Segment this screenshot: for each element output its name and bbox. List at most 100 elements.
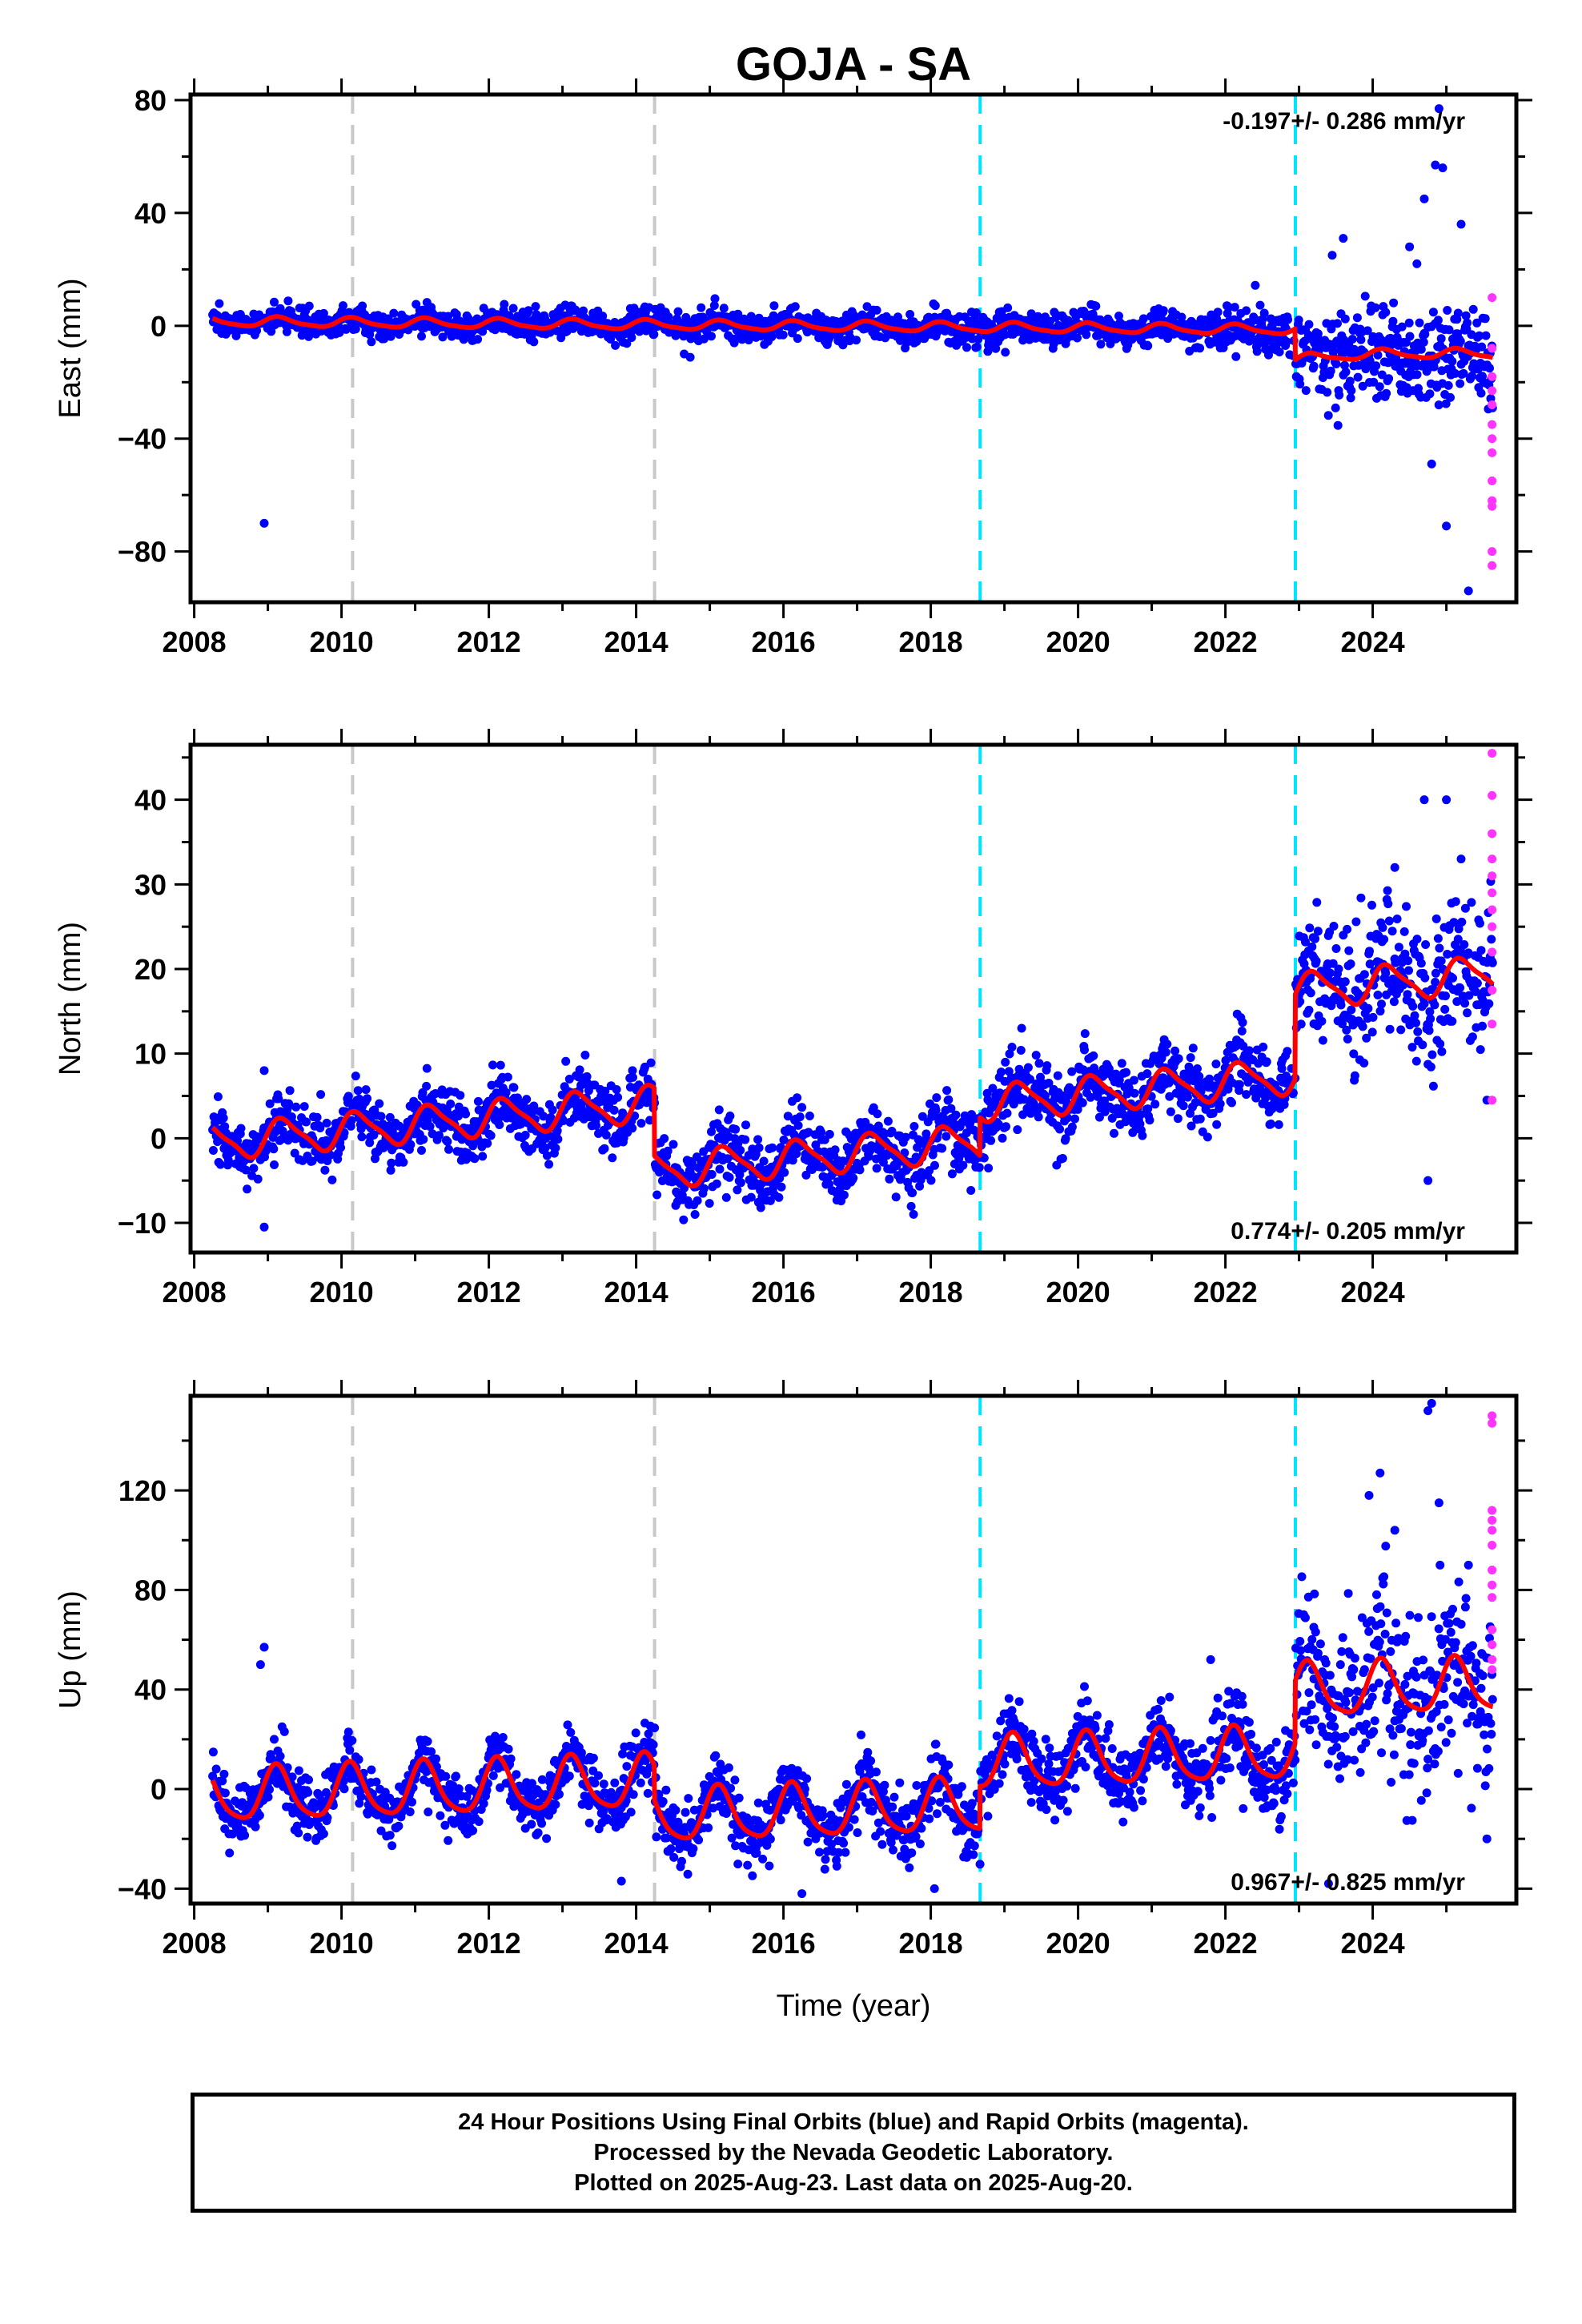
final-orbit-point	[1002, 1108, 1012, 1118]
x-tick-label: 2008	[163, 1276, 227, 1309]
final-orbit-point	[1463, 1008, 1472, 1018]
final-orbit-point	[375, 1099, 384, 1108]
final-orbit-point	[327, 1175, 337, 1184]
final-orbit-point	[1411, 1018, 1420, 1027]
final-orbit-point	[394, 1821, 404, 1831]
final-orbit-point	[942, 1132, 951, 1141]
final-orbit-point	[852, 336, 861, 345]
final-orbit-point	[1426, 1062, 1435, 1072]
final-orbit-point	[1408, 1002, 1418, 1011]
final-orbit-point	[1340, 977, 1350, 987]
final-orbit-point	[1333, 319, 1342, 328]
final-orbit-point	[1403, 990, 1412, 999]
final-orbit-point	[299, 1102, 309, 1112]
final-orbit-point	[1340, 314, 1350, 324]
final-orbit-point	[503, 1072, 512, 1082]
y-tick-label: −80	[118, 536, 167, 569]
final-orbit-point	[1333, 420, 1343, 430]
final-orbit-point	[336, 1143, 345, 1152]
final-orbit-point	[1352, 313, 1362, 323]
final-orbit-point	[320, 1165, 330, 1175]
final-orbit-point	[1082, 330, 1091, 340]
final-orbit-point	[1387, 927, 1397, 936]
final-orbit-point	[1347, 1005, 1356, 1015]
rapid-orbit-point	[1488, 386, 1497, 396]
final-orbit-point	[1433, 316, 1443, 325]
final-orbit-points-up	[208, 1398, 1497, 1899]
final-orbit-point	[756, 1203, 765, 1212]
rapid-orbit-point	[1488, 829, 1497, 838]
final-orbit-point	[1365, 947, 1374, 956]
final-orbit-point	[1378, 923, 1387, 932]
final-orbit-point	[1331, 944, 1341, 953]
final-orbit-point	[504, 1744, 513, 1754]
final-orbit-point	[685, 352, 695, 362]
final-orbit-point	[252, 326, 262, 336]
final-orbit-point	[1356, 893, 1366, 903]
final-orbit-point	[339, 1784, 349, 1794]
final-orbit-point	[1424, 1026, 1434, 1035]
final-orbit-point	[219, 1769, 229, 1779]
final-orbit-point	[1312, 898, 1322, 907]
final-orbit-point	[1389, 997, 1399, 1007]
x-tick-label: 2018	[899, 1276, 963, 1309]
final-orbit-point	[358, 301, 367, 311]
final-orbit-point	[1067, 1122, 1077, 1132]
final-orbit-point	[622, 339, 632, 348]
final-orbit-point	[347, 1735, 357, 1745]
final-orbit-point	[1283, 315, 1293, 324]
final-orbit-point	[1091, 301, 1101, 311]
final-orbit-point	[508, 304, 518, 313]
final-orbit-point	[790, 302, 800, 312]
final-orbit-point	[1345, 376, 1355, 386]
final-orbit-point	[721, 1192, 731, 1202]
y-tick-label: −10	[118, 1207, 167, 1240]
final-orbit-point	[533, 1828, 543, 1838]
final-orbit-point	[1371, 303, 1380, 312]
final-orbit-point	[944, 1095, 954, 1104]
final-orbit-point	[473, 1096, 483, 1106]
final-orbit-point	[1402, 902, 1411, 911]
final-orbit-point	[1419, 337, 1428, 347]
final-orbit-point	[1476, 388, 1486, 398]
final-orbit-point	[741, 1135, 750, 1144]
final-orbit-point	[1178, 1101, 1188, 1111]
final-orbit-point	[1478, 1021, 1487, 1031]
final-orbit-point	[891, 1192, 901, 1202]
final-orbit-point	[351, 1072, 360, 1081]
final-orbit-point	[376, 1112, 386, 1121]
final-orbit-point	[893, 312, 902, 322]
final-orbit-point	[580, 1051, 590, 1059]
final-orbit-point	[664, 312, 673, 322]
final-orbit-point	[1443, 380, 1453, 390]
final-orbit-point	[746, 1192, 756, 1202]
final-orbit-point	[1435, 1039, 1445, 1048]
final-orbit-point	[998, 1133, 1007, 1143]
final-orbit-point	[825, 1129, 834, 1139]
panel-east: 2008 2010 2012 2014 2016 2018 2020 2022 2024−80−…	[54, 78, 1532, 658]
final-orbit-point	[1381, 968, 1391, 978]
rapid-orbit-points-north	[1488, 749, 1497, 1105]
final-orbit-point	[1379, 935, 1389, 944]
final-orbit-point	[1323, 411, 1333, 420]
final-orbit-point	[1252, 347, 1262, 356]
final-orbit-point	[926, 1176, 936, 1185]
final-orbit-point	[399, 1157, 408, 1167]
final-orbit-point	[225, 1848, 235, 1858]
y-tick-label: 10	[135, 1038, 167, 1071]
final-orbit-point	[1042, 1061, 1052, 1071]
final-orbit-point	[855, 1165, 865, 1175]
final-orbit-point	[1173, 1114, 1182, 1124]
x-tick-label: 2022	[1194, 1276, 1258, 1309]
final-orbit-point	[1034, 1112, 1043, 1122]
final-orbit-point	[1463, 318, 1472, 328]
final-orbit-outlier	[628, 1066, 637, 1076]
final-orbit-point	[1295, 380, 1305, 389]
final-orbit-point	[1145, 1116, 1154, 1125]
final-orbit-point	[1480, 314, 1490, 324]
final-orbit-point	[1017, 1023, 1026, 1033]
final-orbit-point	[253, 1174, 263, 1184]
y-tick-label: 40	[135, 784, 167, 817]
final-orbit-outlier	[1456, 219, 1466, 229]
final-orbit-point	[767, 332, 777, 342]
